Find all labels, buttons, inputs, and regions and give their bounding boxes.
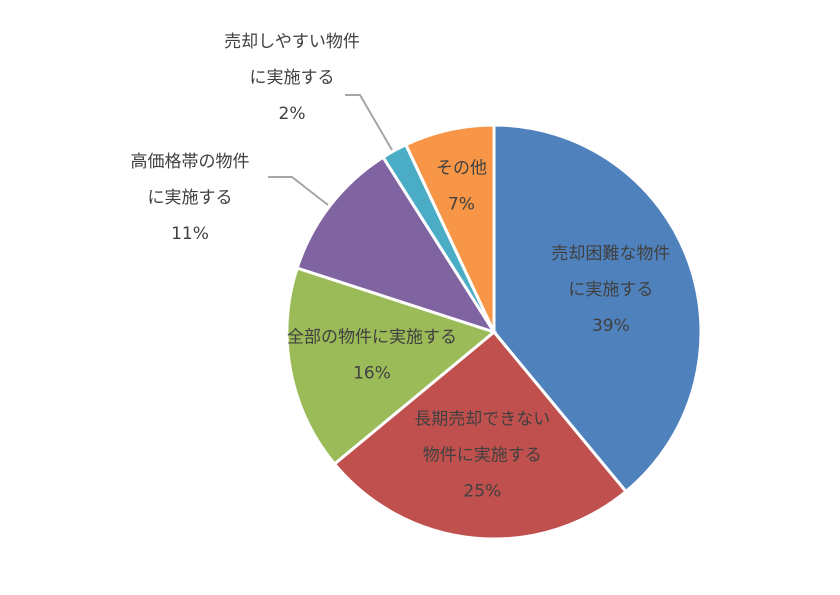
value-label: 11% <box>171 224 209 244</box>
slice-label: その他 <box>436 159 487 179</box>
pie-slice <box>492 123 703 494</box>
value-label: 39% <box>592 316 630 336</box>
pie-slice <box>332 329 629 541</box>
slice-label: 全部の物件に実施する <box>287 327 457 347</box>
pie-slice <box>295 155 498 335</box>
slice-label: に実施する <box>250 68 335 88</box>
slice-label: 売却困難な物件 <box>551 244 670 264</box>
slice-label: に実施する <box>568 280 653 300</box>
slice-label: 物件に実施する <box>423 446 542 466</box>
value-label: 7% <box>448 195 475 215</box>
leader-line <box>345 94 393 151</box>
pie-slice <box>403 123 496 333</box>
leader-line <box>268 176 329 206</box>
slice-label: 高価格帯の物件 <box>131 152 250 172</box>
slice-label: に実施する <box>148 188 233 208</box>
slice-label: 売却しやすい物件 <box>224 32 360 52</box>
slice-label: 長期売却できない <box>414 410 550 430</box>
value-label: 2% <box>279 104 306 124</box>
value-label: 25% <box>463 482 501 502</box>
pie-slice <box>285 266 498 467</box>
value-label: 16% <box>353 363 391 383</box>
